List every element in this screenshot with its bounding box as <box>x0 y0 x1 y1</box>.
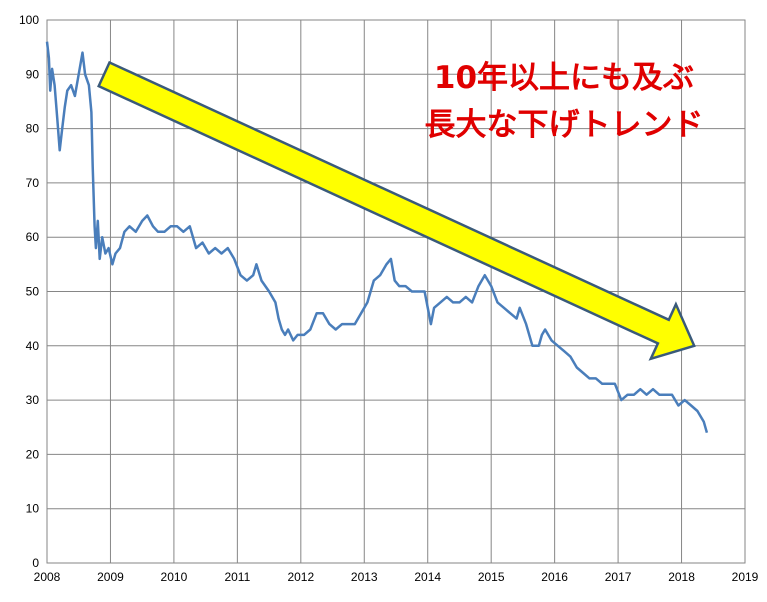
x-tick-label: 2015 <box>478 570 505 584</box>
y-tick-label: 30 <box>26 393 40 407</box>
x-tick-label: 2019 <box>732 570 759 584</box>
x-tick-label: 2011 <box>224 570 250 584</box>
x-tick-label: 2017 <box>605 570 632 584</box>
x-tick-label: 2013 <box>351 570 378 584</box>
y-tick-label: 60 <box>26 230 40 244</box>
x-tick-label: 2010 <box>161 570 188 584</box>
y-tick-label: 20 <box>26 447 40 461</box>
annotation-line-1: 10年以上にも及ぶ <box>434 60 694 96</box>
x-tick-label: 2014 <box>414 570 441 584</box>
downtrend-arrow <box>97 60 696 361</box>
x-tick-label: 2012 <box>287 570 314 584</box>
y-tick-label: 40 <box>26 339 40 353</box>
y-tick-label: 100 <box>19 13 39 27</box>
annotation-line-2: 長大な下げトレンド <box>425 107 704 143</box>
y-tick-label: 50 <box>26 285 40 299</box>
y-axis-tick-labels: 0 10 20 30 40 50 60 70 80 90 100 <box>19 13 39 570</box>
x-axis-tick-labels: 2008 2009 2010 2011 2012 2013 2014 2015 2016 2017… <box>34 570 759 584</box>
x-tick-label: 2008 <box>34 570 61 584</box>
price-series-line <box>45 41 709 434</box>
x-tick-label: 2018 <box>668 570 695 584</box>
y-tick-label: 90 <box>26 67 40 81</box>
x-tick-label: 2016 <box>541 570 568 584</box>
y-tick-label: 0 <box>32 556 39 570</box>
y-tick-label: 70 <box>26 176 40 190</box>
x-tick-label: 2009 <box>97 570 124 584</box>
y-tick-label: 10 <box>26 502 40 516</box>
y-tick-label: 80 <box>26 122 40 136</box>
